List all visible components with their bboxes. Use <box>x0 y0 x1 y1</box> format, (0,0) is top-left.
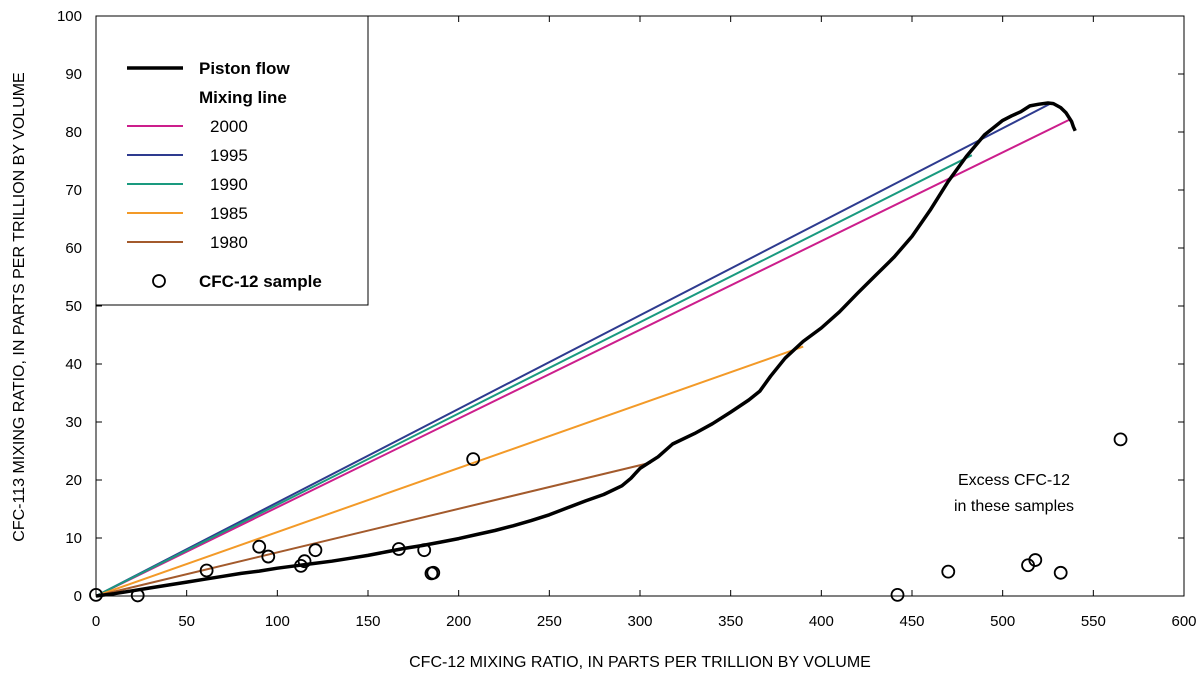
y-tick-label: 0 <box>74 588 82 605</box>
legend-mixing-header: Mixing line <box>199 88 287 107</box>
mixing-line-1995 <box>95 102 1053 597</box>
sample-point <box>1113 432 1128 447</box>
sample-point <box>391 542 406 556</box>
x-tick-label: 500 <box>990 613 1015 630</box>
legend-sample-label: CFC-12 sample <box>199 272 322 291</box>
sample-point <box>89 587 103 602</box>
x-tick-label: 150 <box>355 613 380 630</box>
plot-area: 0 50 100 150 200 250 300 350 400 450 500 550 600 0 10 2… <box>57 8 1197 630</box>
legend: Piston flow Mixing line 2000 1995 1990 1985… <box>95 15 369 306</box>
mixing-line-1980 <box>95 461 652 597</box>
annotation-line-2: in these samples <box>954 498 1074 515</box>
x-tick-label: 0 <box>92 613 100 630</box>
y-tick-label: 40 <box>65 356 82 373</box>
x-tick-label: 300 <box>627 613 652 630</box>
sample-point <box>199 563 214 578</box>
y-tick-label: 70 <box>65 182 82 199</box>
legend-sample-marker <box>152 274 166 288</box>
sample-point <box>1053 565 1068 580</box>
legend-box <box>95 15 369 306</box>
sample-point <box>308 543 323 558</box>
legend-label-2000: 2000 <box>210 117 248 136</box>
y-tick-label: 50 <box>65 298 82 315</box>
sample-point <box>130 588 145 603</box>
sample-point <box>261 549 276 564</box>
annotation-line-1: Excess CFC-12 <box>958 472 1070 489</box>
mixing-line-1990 <box>95 154 973 597</box>
x-tick-label: 450 <box>899 613 924 630</box>
y-tick-label: 60 <box>65 240 82 257</box>
x-tick-label: 100 <box>265 613 290 630</box>
x-tick-label: 200 <box>446 613 471 630</box>
sample-point <box>466 452 481 467</box>
legend-label-1980: 1980 <box>210 233 248 252</box>
y-tick-label: 20 <box>65 472 82 489</box>
x-tick-label: 400 <box>809 613 834 630</box>
x-tick-label: 50 <box>178 613 195 630</box>
y-tick-label: 80 <box>65 124 82 141</box>
legend-label-1995: 1995 <box>210 146 248 165</box>
sample-point <box>941 564 956 579</box>
x-tick-label: 550 <box>1081 613 1106 630</box>
y-tick-label: 10 <box>65 530 82 547</box>
x-tick-label: 600 <box>1171 613 1196 630</box>
legend-mixing-entries: 2000 1995 1990 1985 1980 <box>127 117 248 252</box>
annotation: Excess CFC-12 in these samples <box>954 472 1074 515</box>
y-axis-title: CFC-113 MIXING RATIO, IN PARTS PER TRILL… <box>11 72 28 541</box>
sample-point <box>1028 553 1043 567</box>
y-tick-label: 90 <box>65 66 82 83</box>
legend-piston-label: Piston flow <box>199 59 290 78</box>
y-tick-label: 30 <box>65 414 82 431</box>
piston-flow-line <box>95 101 1077 598</box>
mixing-line-2000 <box>95 117 1073 597</box>
sample-point <box>890 587 905 602</box>
x-tick-label: 250 <box>537 613 562 630</box>
mixing-line-1985 <box>95 345 804 597</box>
sample-point <box>426 565 441 580</box>
sample-point <box>252 539 267 554</box>
sample-point <box>297 554 312 569</box>
sample-point <box>417 543 432 558</box>
x-axis-title: CFC-12 MIXING RATIO, IN PARTS PER TRILLI… <box>409 654 871 671</box>
x-tick-label: 350 <box>718 613 743 630</box>
y-tick-label: 100 <box>57 8 82 25</box>
legend-label-1985: 1985 <box>210 204 248 223</box>
legend-label-1990: 1990 <box>210 175 248 194</box>
